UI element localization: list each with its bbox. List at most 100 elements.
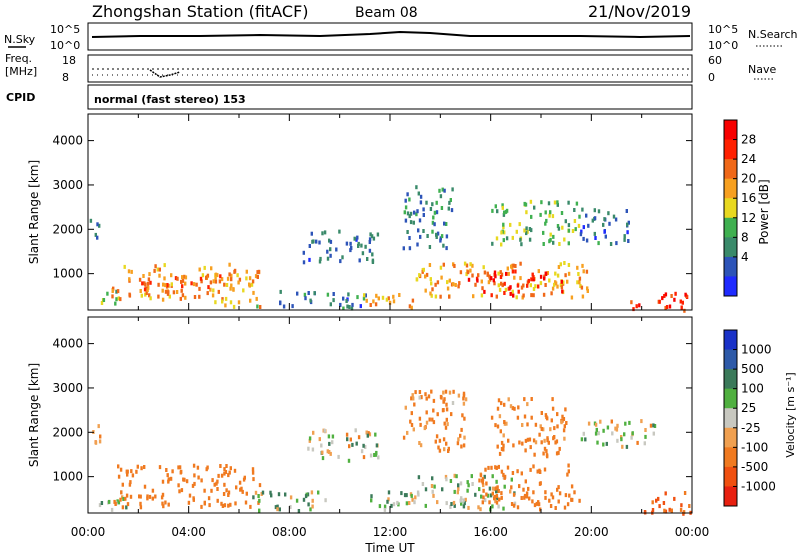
- scatter-cell: [418, 273, 421, 278]
- scatter-cell: [463, 501, 466, 506]
- scatter-cell: [542, 427, 545, 432]
- scatter-cell: [214, 272, 218, 277]
- scatter-cell: [543, 467, 547, 472]
- scatter-cell: [540, 200, 543, 205]
- scatter-cell: [329, 302, 332, 307]
- scatter-cell: [493, 496, 496, 501]
- scatter-cell: [683, 308, 686, 313]
- scatter-cell: [549, 237, 552, 242]
- scatter-cell: [457, 393, 461, 398]
- scatter-cell: [538, 468, 541, 473]
- scatter-cell: [532, 287, 536, 291]
- scatter-cell: [170, 273, 173, 278]
- scatter-cell: [423, 426, 426, 431]
- scatter-cell: [378, 504, 382, 509]
- scatter-cell: [417, 191, 420, 196]
- scatter-cell: [495, 236, 499, 241]
- scatter-cell: [628, 420, 631, 425]
- scatter-cell: [148, 272, 151, 277]
- scatter-cell: [422, 213, 425, 217]
- scatter-cell: [488, 500, 491, 505]
- scatter-cell: [317, 490, 320, 495]
- scatter-cell: [564, 407, 567, 412]
- scatter-cell: [251, 470, 255, 475]
- scatter-cell: [431, 489, 434, 494]
- scatter-cell: [497, 489, 500, 493]
- scatter-cell: [516, 469, 519, 474]
- scatter-cell: [593, 208, 596, 213]
- scatter-cell: [125, 493, 129, 498]
- scatter-cell: [309, 298, 312, 303]
- scatter-cell: [640, 419, 643, 424]
- scatter-cell: [234, 501, 237, 506]
- scatter-cell: [477, 273, 480, 278]
- scatter-cell: [452, 500, 456, 505]
- scatter-cell: [603, 229, 606, 234]
- scatter-cell: [435, 232, 438, 237]
- scatter-cell: [434, 294, 438, 299]
- scatter-cell: [123, 264, 126, 269]
- scatter-cell: [521, 423, 524, 427]
- colorbar-tick-label: 1000: [741, 343, 772, 357]
- scatter-cell: [573, 208, 576, 212]
- scatter-cell: [94, 232, 97, 237]
- scatter-cell: [476, 278, 479, 283]
- freq-tick-top: 18: [62, 54, 76, 67]
- scatter-cell: [581, 294, 585, 299]
- scatter-cell: [668, 507, 671, 512]
- scatter-cell: [339, 259, 342, 264]
- scatter-cell: [494, 274, 497, 279]
- scatter-cell: [195, 282, 198, 287]
- scatter-cell: [364, 244, 367, 249]
- scatter-cell: [223, 471, 226, 476]
- scatter-cell: [530, 397, 533, 401]
- scatter-cell: [345, 432, 349, 437]
- scatter-cell: [467, 505, 470, 510]
- velocity-colorbar: 1000 500 100 25 -25 -100 -500 -1000: [723, 329, 776, 507]
- scatter-cell: [448, 294, 451, 299]
- scatter-cell: [466, 270, 470, 275]
- scatter-cell: [632, 307, 635, 312]
- scatter-cell: [329, 239, 333, 244]
- scatter-cell: [587, 421, 591, 426]
- scatter-cell: [540, 427, 543, 431]
- scatter-cell: [167, 502, 170, 507]
- scatter-cell: [396, 500, 399, 505]
- beam-label: Beam 08: [355, 5, 418, 21]
- scatter-cell: [511, 406, 514, 411]
- freq-tick-bottom: 8: [62, 71, 69, 84]
- scatter-cell: [117, 296, 120, 301]
- scatter-cell: [245, 276, 248, 281]
- scatter-cell: [319, 256, 322, 261]
- scatter-cell: [329, 451, 332, 456]
- scatter-cell: [417, 228, 420, 233]
- scatter-cell: [509, 285, 512, 290]
- scatter-cell: [463, 261, 467, 266]
- scatter-cell: [212, 279, 215, 284]
- scatter-cell: [147, 285, 150, 290]
- nave-label: Nave: [748, 63, 776, 76]
- scatter-cell: [469, 262, 472, 267]
- scatter-cell: [480, 293, 484, 298]
- scatter-cell: [534, 284, 537, 289]
- scatter-cell: [431, 220, 435, 225]
- scatter-cell: [668, 304, 672, 309]
- scatter-cell: [503, 291, 506, 295]
- scatter-cell: [460, 501, 463, 506]
- scatter-cell: [409, 211, 413, 216]
- scatter-cell: [503, 402, 506, 407]
- scatter-cell: [482, 488, 485, 493]
- scatter-cell: [567, 469, 570, 474]
- scatter-cell: [121, 482, 124, 487]
- scatter-cell: [483, 270, 487, 275]
- scatter-cell: [442, 262, 445, 267]
- scatter-cell: [495, 496, 499, 501]
- scatter-cell: [457, 483, 460, 488]
- scatter-cell: [326, 292, 330, 297]
- scatter-cell: [236, 273, 239, 278]
- scatter-cell: [184, 295, 187, 300]
- scatter-cell: [312, 239, 315, 244]
- scatter-cell: [542, 230, 545, 235]
- scatter-cell: [555, 451, 559, 456]
- scatter-cell: [163, 276, 166, 281]
